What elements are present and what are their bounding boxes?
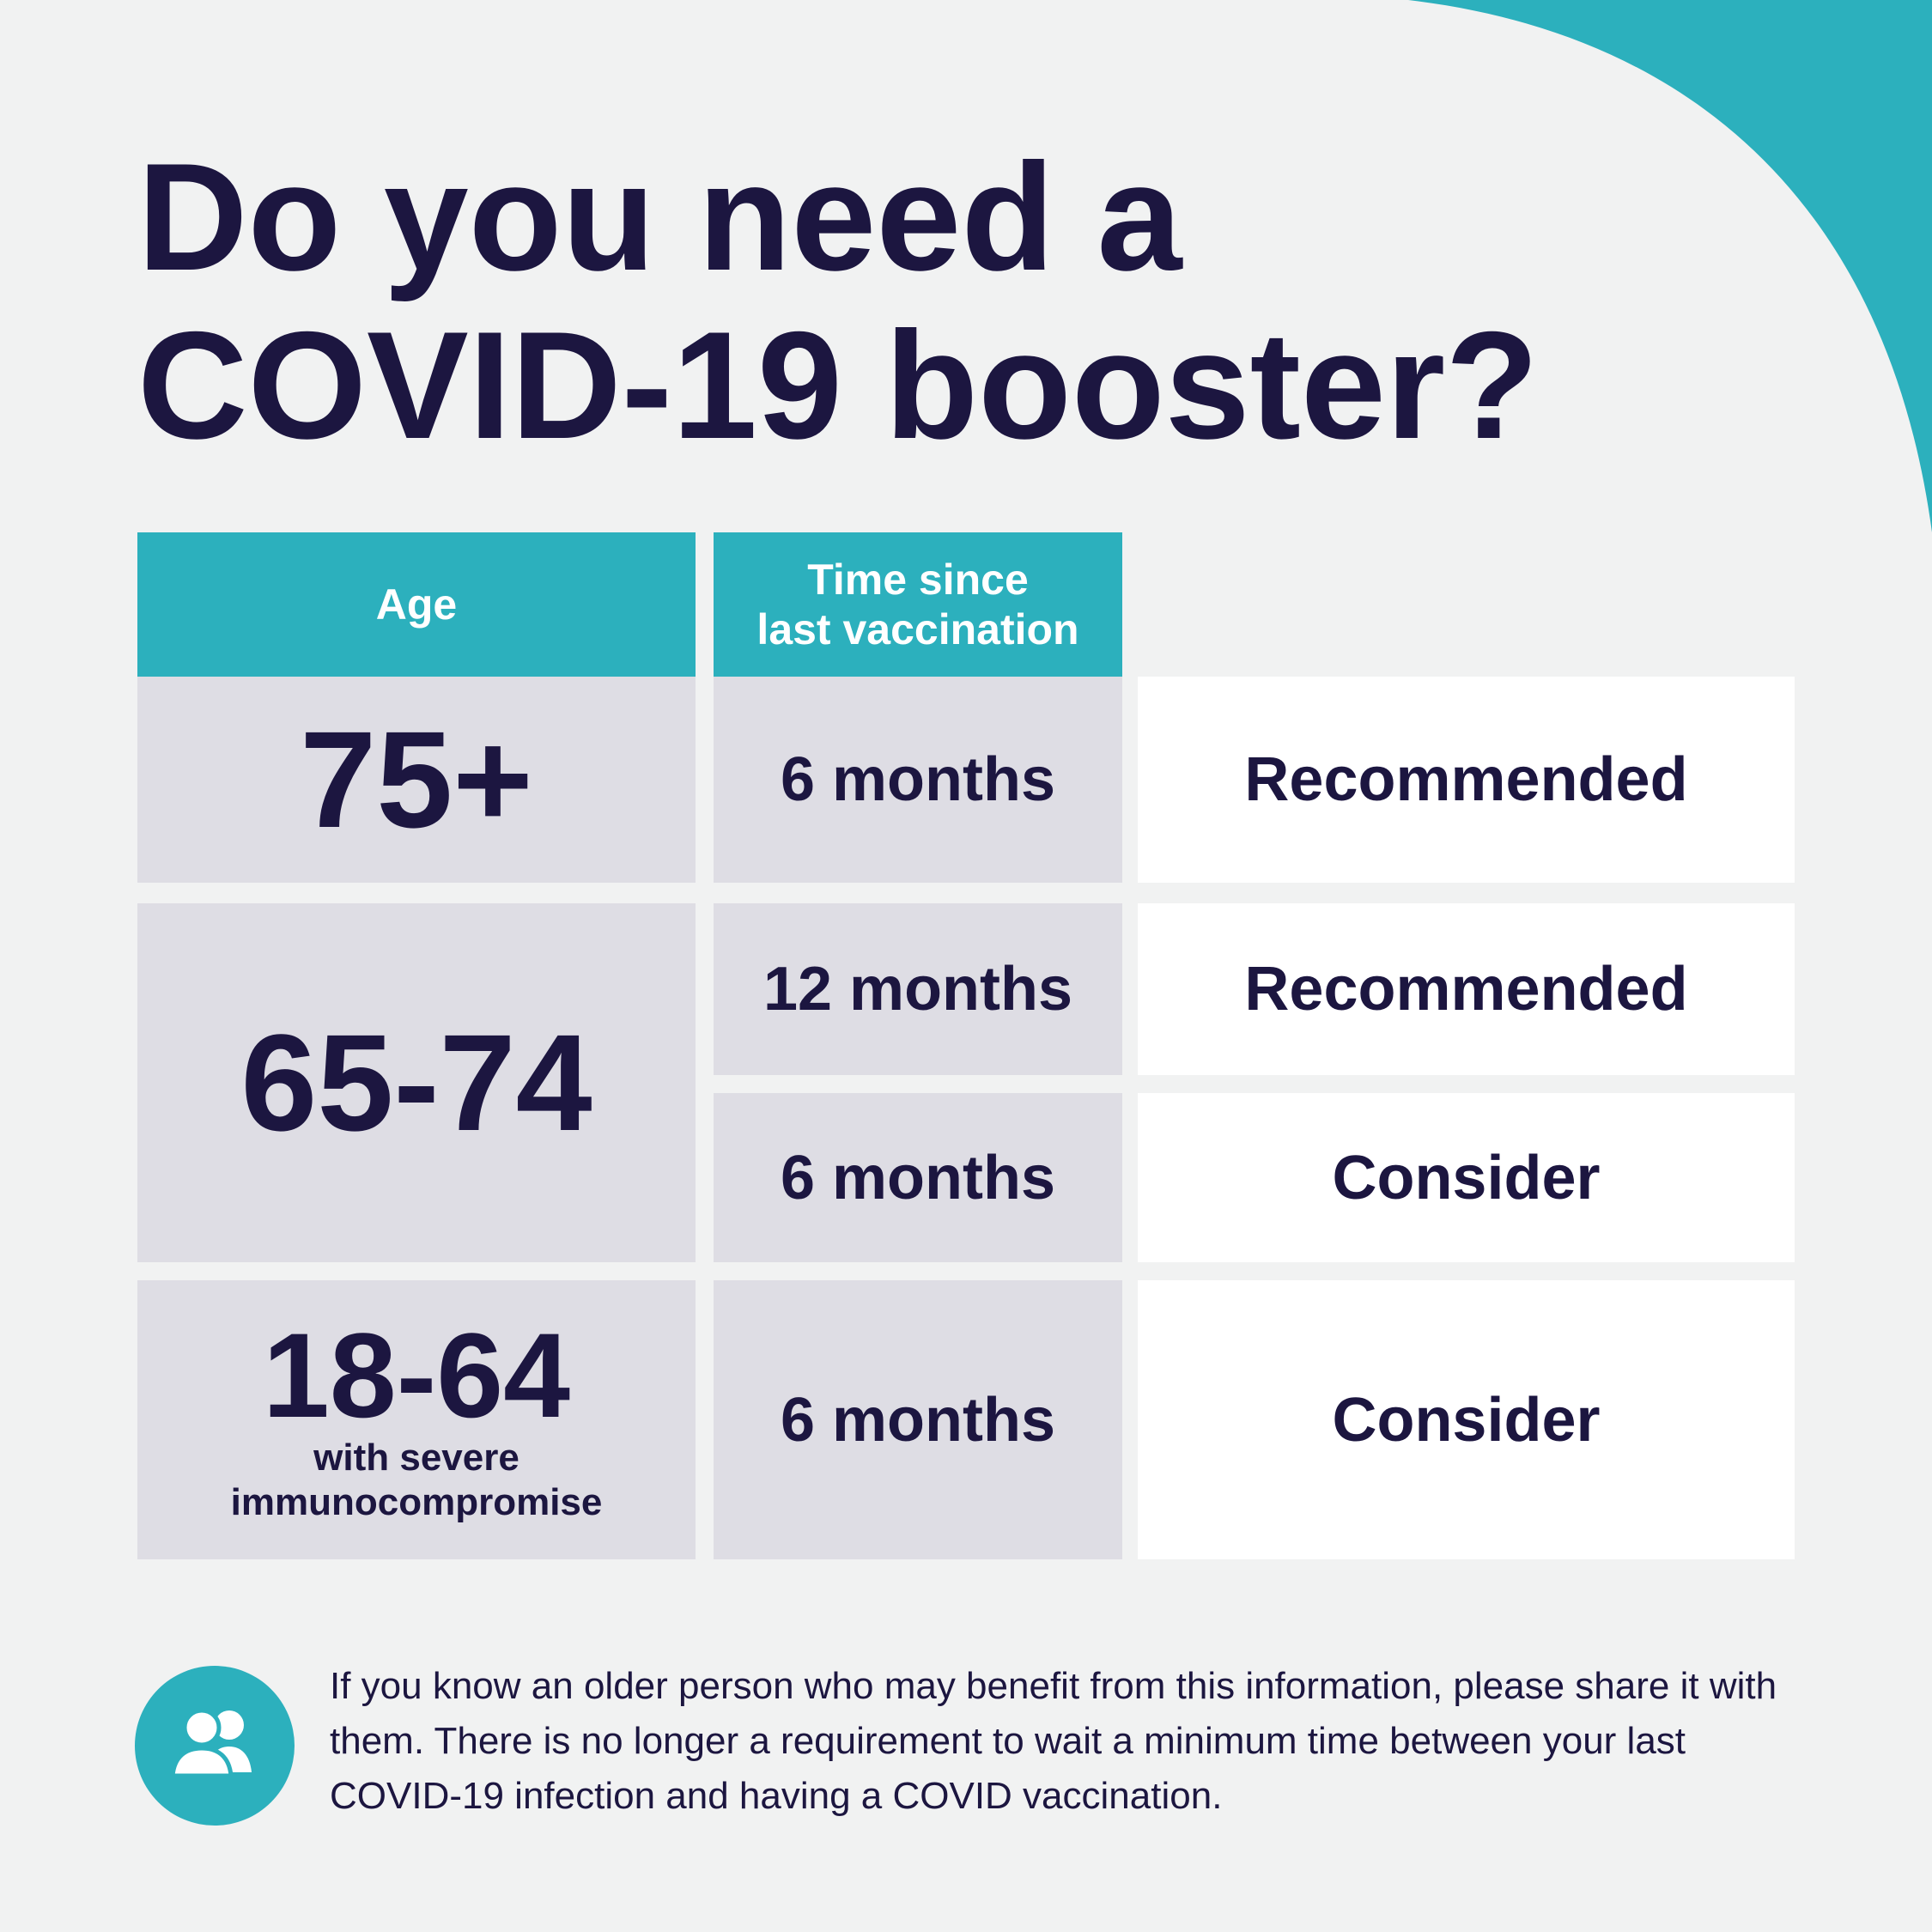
result-value: Consider [1332, 1143, 1601, 1212]
result-cell: Consider [1138, 1093, 1795, 1262]
time-cell: 6 months [714, 1093, 1122, 1262]
age-cell-65-74: 65-74 [137, 903, 696, 1262]
age-value: 18-64 [262, 1307, 571, 1443]
time-cell: 12 months [714, 903, 1122, 1075]
age-value: 75+ [300, 702, 533, 856]
result-cell: Consider [1138, 1280, 1795, 1559]
title-line-1: Do you need a [137, 131, 1182, 302]
title-line-2: COVID-19 booster? [137, 300, 1539, 471]
header-time-since: Time since last vaccination [714, 532, 1122, 677]
header-time-line-2: last vaccination [756, 605, 1079, 653]
time-value: 6 months [780, 1385, 1056, 1455]
age-cell-18-64: 18-64 with severe immunocompromise [137, 1280, 696, 1559]
header-time-line-1: Time since [807, 556, 1029, 604]
age-value: 65-74 [240, 1005, 592, 1159]
result-cell: Recommended [1138, 903, 1795, 1075]
time-value: 12 months [762, 955, 1073, 1024]
page-title: Do you need a COVID-19 booster? [137, 133, 1539, 470]
result-value: Recommended [1244, 955, 1688, 1024]
time-cell: 6 months [714, 677, 1122, 883]
age-cell-75-plus: 75+ [137, 677, 696, 883]
time-cell: 6 months [714, 1280, 1122, 1559]
result-value: Consider [1332, 1385, 1601, 1455]
header-age: Age [137, 532, 696, 677]
people-icon [135, 1666, 295, 1826]
age-note-line-2: immunocompromise [230, 1480, 603, 1523]
time-value: 6 months [780, 745, 1056, 814]
footer-message: If you know an older person who may bene… [330, 1665, 1777, 1817]
age-note-line-1: with severe [313, 1436, 519, 1479]
result-value: Recommended [1244, 745, 1688, 814]
header-age-label: Age [375, 580, 458, 629]
time-value: 6 months [780, 1143, 1056, 1212]
result-cell: Recommended [1138, 677, 1795, 883]
